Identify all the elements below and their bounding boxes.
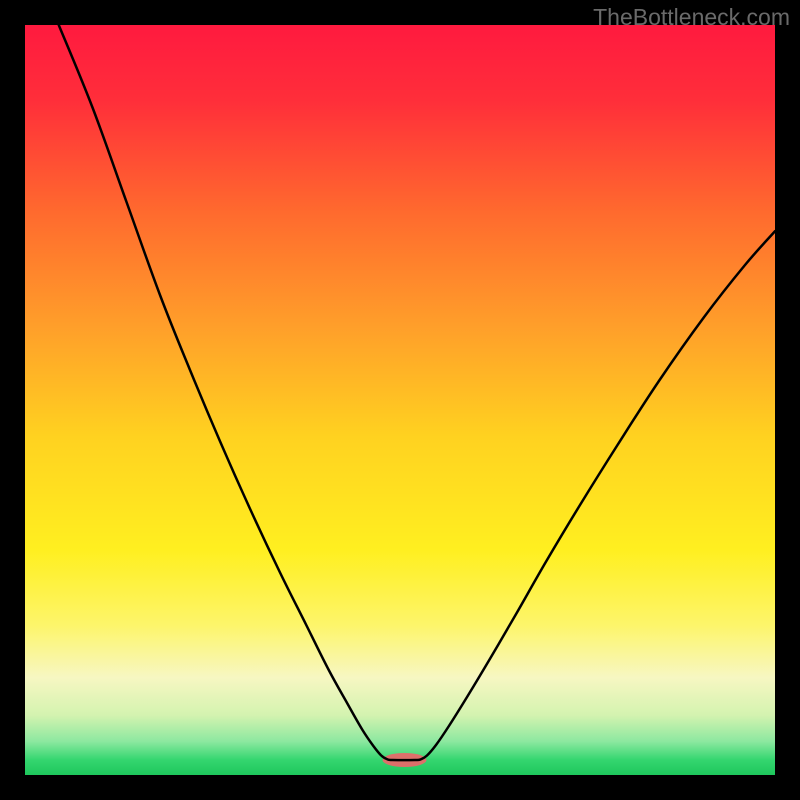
watermark-text: TheBottleneck.com — [593, 4, 790, 31]
plot-area — [25, 25, 775, 775]
bottleneck-chart — [25, 25, 775, 775]
gradient-background — [25, 25, 775, 775]
